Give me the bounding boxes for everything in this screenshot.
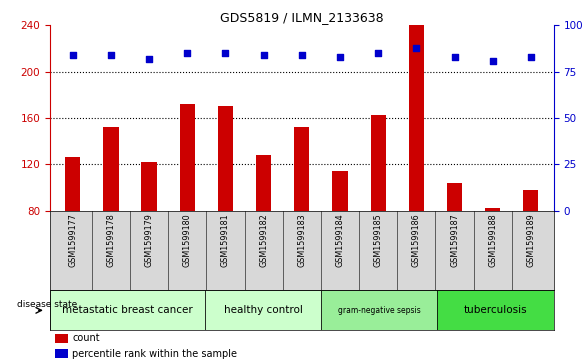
Bar	[256, 155, 271, 211]
Text: GSM1599177: GSM1599177	[68, 213, 77, 267]
Point	[106, 52, 115, 58]
Text: GSM1599179: GSM1599179	[145, 213, 154, 267]
Bar	[408, 25, 424, 211]
Point	[144, 56, 154, 62]
Text: GSM1599186: GSM1599186	[412, 213, 421, 266]
Text: disease state: disease state	[18, 300, 78, 309]
Bar	[103, 127, 118, 211]
Bar	[294, 127, 309, 211]
Text: GSM1599183: GSM1599183	[297, 213, 306, 266]
Text: tuberculosis: tuberculosis	[464, 305, 527, 315]
Title: GDS5819 / ILMN_2133638: GDS5819 / ILMN_2133638	[220, 11, 384, 24]
Bar	[55, 349, 69, 358]
Point	[183, 50, 192, 56]
Text: GSM1599182: GSM1599182	[259, 213, 268, 267]
Text: GSM1599189: GSM1599189	[526, 213, 536, 267]
Bar	[370, 114, 386, 211]
Text: GSM1599185: GSM1599185	[374, 213, 383, 267]
Bar	[50, 290, 205, 330]
Text: metastatic breast cancer: metastatic breast cancer	[62, 305, 193, 315]
Text: GSM1599181: GSM1599181	[221, 213, 230, 266]
Bar	[205, 290, 321, 330]
Point	[373, 50, 383, 56]
Text: healthy control: healthy control	[224, 305, 302, 315]
Text: GSM1599178: GSM1599178	[107, 213, 115, 267]
Text: percentile rank within the sample: percentile rank within the sample	[73, 348, 237, 359]
Point	[221, 50, 230, 56]
Bar	[332, 171, 347, 211]
Bar	[321, 290, 438, 330]
Text: count: count	[73, 333, 100, 343]
Bar	[523, 190, 539, 211]
Bar	[447, 183, 462, 211]
Bar	[485, 208, 500, 211]
Bar	[180, 104, 195, 211]
Point	[297, 52, 306, 58]
Point	[526, 54, 536, 60]
Point	[411, 45, 421, 50]
Bar	[55, 334, 69, 343]
Text: gram-negative sepsis: gram-negative sepsis	[338, 306, 421, 315]
Text: GSM1599184: GSM1599184	[335, 213, 345, 266]
Point	[68, 52, 77, 58]
Text: GSM1599188: GSM1599188	[488, 213, 497, 266]
Bar	[438, 290, 554, 330]
Text: GSM1599187: GSM1599187	[450, 213, 459, 267]
Point	[335, 54, 345, 60]
Point	[450, 54, 459, 60]
Point	[488, 58, 498, 64]
Bar	[141, 162, 156, 211]
Bar	[218, 106, 233, 211]
Bar	[65, 157, 80, 211]
Point	[259, 52, 268, 58]
Text: GSM1599180: GSM1599180	[183, 213, 192, 266]
